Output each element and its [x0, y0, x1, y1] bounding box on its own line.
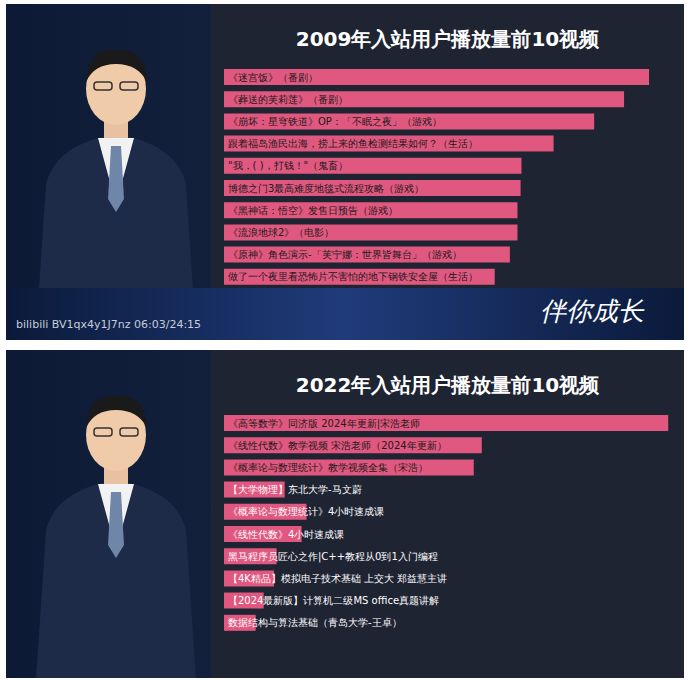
svg-text:《葬送的芙莉莲》（番剧）: 《葬送的芙莉莲》（番剧）	[228, 94, 348, 105]
svg-text:《流浪地球2》（电影）: 《流浪地球2》（电影）	[228, 227, 334, 238]
svg-text:【2024最新版】计算机二级MS office真题讲解: 【2024最新版】计算机二级MS office真题讲解	[228, 595, 439, 606]
svg-text:《线性代数》4小时速成课: 《线性代数》4小时速成课	[228, 529, 344, 540]
svg-text:《迷宫饭》（番剧）: 《迷宫饭》（番剧）	[228, 72, 318, 83]
svg-text:《概率论与数理统计》4小时速成课: 《概率论与数理统计》4小时速成课	[228, 506, 384, 517]
svg-text:数据结构与算法基础（青岛大学-王卓）: 数据结构与算法基础（青岛大学-王卓）	[228, 617, 402, 628]
svg-text:《黑神话：悟空》发售日预告（游戏）: 《黑神话：悟空》发售日预告（游戏）	[228, 205, 398, 216]
svg-text:"我，( )，打钱！"（鬼畜）: "我，( )，打钱！"（鬼畜）	[228, 160, 348, 171]
html-text:bilibili BV1qx4y1J7nz 06:03/24: bilibili BV1qx4y1J7nz 06:03/24:15	[16, 318, 202, 331]
svg-text:跟着福岛渔民出海，捞上来的鱼检测结果如何？（生活）: 跟着福岛渔民出海，捞上来的鱼检测结果如何？（生活）	[228, 138, 478, 149]
svg-text:【4K精品】模拟电子技术基础 上交大 郑益慧主讲: 【4K精品】模拟电子技术基础 上交大 郑益慧主讲	[228, 573, 447, 584]
html-text:伴你成长: 伴你成长	[540, 296, 644, 326]
svg-text:《原神》角色演示-「芙宁娜：世界皆舞台」（游戏）: 《原神》角色演示-「芙宁娜：世界皆舞台」（游戏）	[228, 249, 462, 260]
svg-text:《线性代数》教学视频 宋浩老师（2024年更新）: 《线性代数》教学视频 宋浩老师（2024年更新）	[228, 440, 447, 451]
html-text:2009年入站用户播放量前10视频: 2009年入站用户播放量前10视频	[295, 27, 600, 51]
html-text:2022年入站用户播放量前10视频: 2022年入站用户播放量前10视频	[295, 373, 600, 397]
svg-text:博德之门3最高难度地毯式流程攻略（游戏）: 博德之门3最高难度地毯式流程攻略（游戏）	[228, 183, 424, 194]
svg-text:《概率论与数理统计》教学视频全集（宋浩）: 《概率论与数理统计》教学视频全集（宋浩）	[228, 462, 428, 473]
svg-text:【大学物理】东北大学-马文蔚: 【大学物理】东北大学-马文蔚	[228, 484, 362, 495]
svg-text:《崩坏：星穹铁道》OP：「不眠之夜」（游戏）: 《崩坏：星穹铁道》OP：「不眠之夜」（游戏）	[228, 116, 442, 127]
svg-text:黑马程序员匠心之作|C++教程从0到1入门编程: 黑马程序员匠心之作|C++教程从0到1入门编程	[228, 551, 438, 563]
svg-text:做了一个夜里看恐怖片不害怕的地下钢铁安全屋（生活）: 做了一个夜里看恐怖片不害怕的地下钢铁安全屋（生活）	[228, 271, 478, 282]
svg-text:《高等数学》同济版 2024年更新|宋浩老师: 《高等数学》同济版 2024年更新|宋浩老师	[228, 418, 420, 430]
